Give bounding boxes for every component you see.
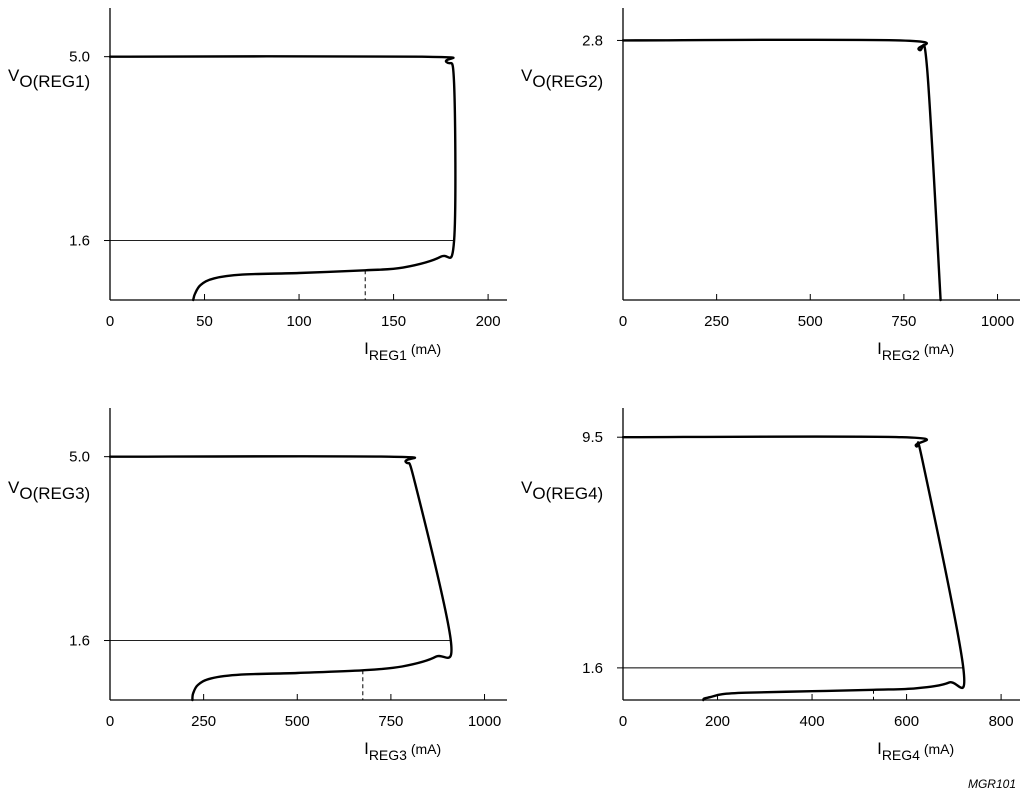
x-tick-label: 1000: [981, 313, 1014, 330]
y-tick-label: 5.0: [69, 449, 90, 466]
x-tick-label: 400: [800, 713, 825, 730]
x-axis-label: IREG3 (mA): [364, 739, 441, 763]
x-tick-label: 200: [476, 313, 501, 330]
x-axis-label-main: I: [364, 339, 369, 358]
x-axis-label: IREG2 (mA): [877, 339, 954, 363]
chart-panel-4: 0 200 400 600 800 9.5 1.6 VO(REG4) IREG4 (mA): [521, 408, 1020, 763]
x-axis-label-sub: REG2: [882, 347, 920, 363]
x-tick-label: 250: [191, 713, 216, 730]
x-axis-label-unit: (mA): [920, 741, 954, 757]
x-axis-label-main: I: [364, 739, 369, 758]
y-axis-label-main: V: [521, 478, 533, 497]
y-tick-label: 1.6: [69, 633, 90, 650]
x-tick-label: 200: [705, 713, 730, 730]
y-axis-label: VO(REG3): [8, 478, 90, 503]
y-tick-label: 5.0: [69, 49, 90, 66]
x-axis-label-sub: REG4: [882, 747, 920, 763]
y-axis-label-main: V: [8, 66, 20, 85]
y-tick-label: 1.6: [69, 233, 90, 250]
chart-panel-3: 0 250 500 750 1000 5.0 1.6 VO(REG3) IREG3 (mA): [8, 408, 507, 763]
y-axis-label: VO(REG1): [8, 66, 90, 91]
x-tick-label: 1000: [468, 713, 501, 730]
x-axis-label-sub: REG3: [369, 747, 407, 763]
y-tick-label: 2.8: [582, 32, 603, 49]
y-axis-label-sub: O(REG3): [19, 484, 90, 503]
x-axis-label-unit: (mA): [407, 741, 441, 757]
x-tick-label: 800: [989, 713, 1014, 730]
y-tick-label: 1.6: [582, 660, 603, 677]
x-tick-label: 500: [285, 713, 310, 730]
x-tick-label: 100: [287, 313, 312, 330]
x-tick-label: 0: [619, 713, 627, 730]
x-tick-label: 0: [106, 713, 114, 730]
series-line: [108, 55, 457, 302]
x-axis-label-sub: REG1: [369, 347, 407, 363]
y-axis-label-sub: O(REG2): [532, 72, 603, 91]
y-axis-label-main: V: [521, 66, 533, 85]
chart-panel-2: 0 250 500 750 1000 2.8 VO(REG2) IREG2 (mA): [521, 8, 1020, 363]
x-axis-label: IREG4 (mA): [877, 739, 954, 763]
x-axis-label: IREG1 (mA): [364, 339, 441, 363]
x-tick-label: 600: [894, 713, 919, 730]
y-axis-label-sub: O(REG4): [532, 484, 603, 503]
x-tick-label: 0: [619, 313, 627, 330]
x-axis-label-unit: (mA): [407, 341, 441, 357]
figure-code: MGR101: [968, 777, 1016, 791]
x-axis-label-main: I: [877, 339, 882, 358]
y-axis-label: VO(REG2): [521, 66, 603, 91]
series-line: [108, 455, 453, 702]
x-tick-label: 750: [891, 313, 916, 330]
y-axis-label-sub: O(REG1): [19, 72, 90, 91]
x-tick-label: 150: [381, 313, 406, 330]
y-axis-label-main: V: [8, 478, 20, 497]
series-line: [621, 38, 942, 302]
y-axis-label: VO(REG4): [521, 478, 603, 503]
chart-panel-1: 0 50 100 150 200 5.0 1.6 VO(REG1) IREG1 (mA): [8, 8, 507, 363]
series-line: [621, 435, 966, 702]
x-tick-label: 750: [378, 713, 403, 730]
x-axis-label-main: I: [877, 739, 882, 758]
x-tick-label: 50: [196, 313, 213, 330]
y-tick-label: 9.5: [582, 429, 603, 446]
x-axis-label-unit: (mA): [920, 341, 954, 357]
x-tick-label: 500: [798, 313, 823, 330]
x-tick-label: 250: [704, 313, 729, 330]
x-tick-label: 0: [106, 313, 114, 330]
